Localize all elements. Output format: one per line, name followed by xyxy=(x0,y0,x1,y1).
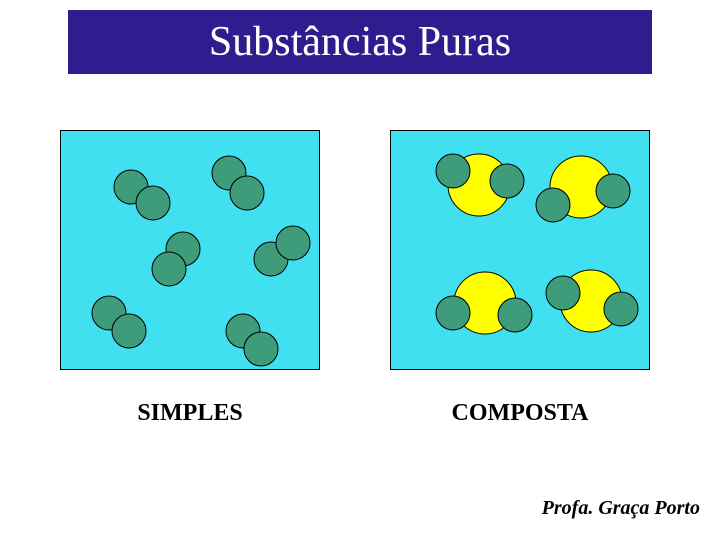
page-title: Substâncias Puras xyxy=(209,18,511,66)
author-credit: Profa. Graça Porto xyxy=(542,497,700,520)
caption-composta: COMPOSTA xyxy=(390,400,650,427)
caption-simples: SIMPLES xyxy=(60,400,320,427)
composta-diagram xyxy=(391,131,651,371)
simples-diagram xyxy=(61,131,321,371)
panel-simples xyxy=(60,130,320,370)
panel-composta xyxy=(390,130,650,370)
title-bar: Substâncias Puras xyxy=(68,10,652,74)
